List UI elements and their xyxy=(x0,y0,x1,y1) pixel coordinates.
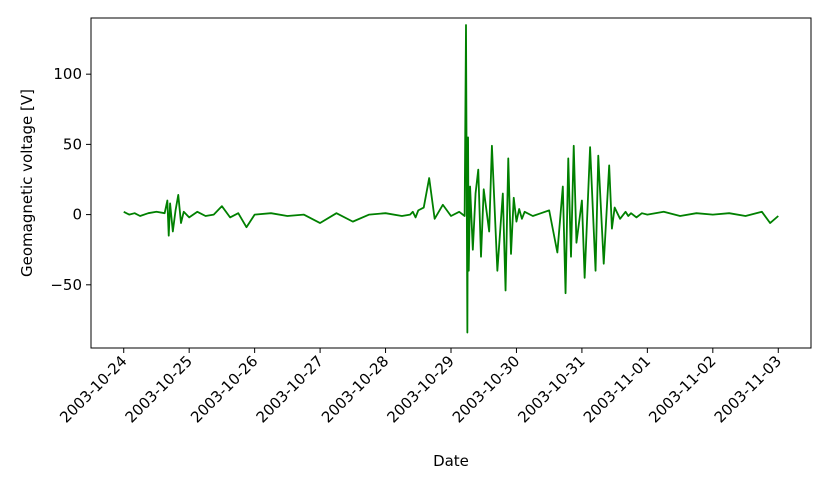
x-tick-label: 2003-11-02 xyxy=(645,352,719,426)
x-tick-label: 2003-10-24 xyxy=(56,352,130,426)
ticks-layer: 2003-10-242003-10-252003-10-262003-10-27… xyxy=(50,65,785,426)
y-tick-label: 0 xyxy=(72,206,82,224)
x-tick-label: 2003-10-31 xyxy=(514,352,588,426)
y-tick-label: 50 xyxy=(63,135,82,153)
x-tick-label: 2003-10-30 xyxy=(449,352,523,426)
x-axis-label: Date xyxy=(433,452,469,470)
plot-frame xyxy=(90,17,812,349)
series-line xyxy=(123,24,779,334)
x-tick-label: 2003-10-28 xyxy=(318,352,392,426)
y-tick-label: −50 xyxy=(50,276,82,294)
x-tick-label: 2003-10-26 xyxy=(187,352,261,426)
x-tick-label: 2003-11-03 xyxy=(711,352,785,426)
x-tick-label: 2003-11-01 xyxy=(580,352,654,426)
y-axis-label: Geomagnetic voltage [V] xyxy=(18,89,36,277)
x-tick-label: 2003-10-25 xyxy=(122,352,196,426)
x-tick-label: 2003-10-27 xyxy=(253,352,327,426)
y-tick-label: 100 xyxy=(53,65,82,83)
x-tick-label: 2003-10-29 xyxy=(383,352,457,426)
